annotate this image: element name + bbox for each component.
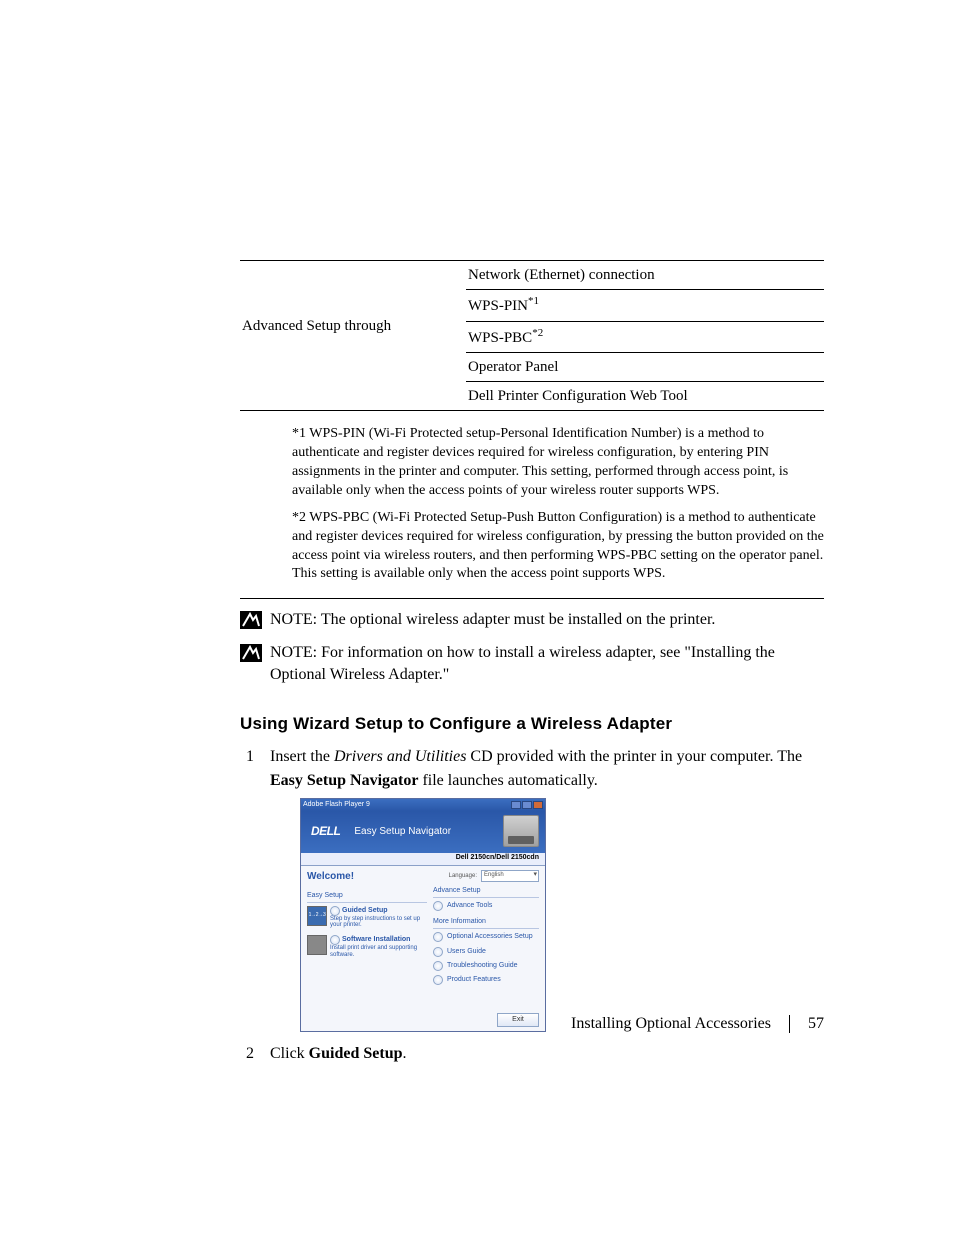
bullet-icon [330, 906, 340, 916]
software-installation-item[interactable]: Software Installation Install print driv… [307, 935, 427, 958]
footer-separator [789, 1015, 790, 1033]
table-row: Network (Ethernet) connection [466, 261, 824, 290]
bullet-icon [433, 961, 443, 971]
footnotes-block: *1 WPS-PIN (Wi-Fi Protected setup-Person… [240, 417, 824, 599]
close-button[interactable] [533, 801, 543, 809]
window-title: Adobe Flash Player 9 [303, 800, 370, 810]
bullet-icon [433, 901, 443, 911]
bullet-icon [330, 935, 340, 945]
section-heading: Using Wizard Setup to Configure a Wirele… [240, 713, 824, 736]
dell-logo: DELL [311, 823, 340, 840]
easy-setup-label: Easy Setup [307, 891, 427, 903]
advance-tools-link[interactable]: Advance Tools [433, 901, 539, 911]
optional-accessories-link[interactable]: Optional Accessories Setup [433, 932, 539, 942]
page-number: 57 [808, 1013, 824, 1035]
footnote-2: *2 WPS-PBC (Wi-Fi Protected Setup-Push B… [240, 507, 824, 591]
setup-table: Advanced Setup through Network (Ethernet… [240, 260, 824, 411]
troubleshooting-guide-link[interactable]: Troubleshooting Guide [433, 961, 539, 971]
bullet-icon [433, 932, 443, 942]
note-icon [240, 611, 262, 629]
page: Advanced Setup through Network (Ethernet… [0, 0, 954, 1235]
easy-setup-navigator-screenshot: Adobe Flash Player 9 DELL Easy Setup Nav… [300, 798, 546, 1032]
note-icon [240, 644, 262, 662]
language-selector: Language: English [433, 870, 539, 882]
minimize-button[interactable] [511, 801, 521, 809]
table-row: WPS-PBC*2 [466, 322, 824, 353]
page-footer: Installing Optional Accessories 57 [571, 1013, 824, 1035]
printer-thumb-icon [307, 935, 327, 955]
step-2: Click Guided Setup. [240, 1042, 824, 1065]
window-titlebar: Adobe Flash Player 9 [301, 799, 545, 811]
table-row: WPS-PIN*1 [466, 290, 824, 321]
app-title: Easy Setup Navigator [354, 825, 451, 840]
product-features-link[interactable]: Product Features [433, 975, 539, 985]
table-row: Operator Panel [466, 353, 824, 382]
maximize-button[interactable] [522, 801, 532, 809]
model-label: Dell 2150cn/Dell 2150cdn [301, 853, 545, 866]
table-row: Dell Printer Configuration Web Tool [466, 382, 824, 410]
more-information-label: More Information [433, 917, 539, 929]
welcome-label: Welcome! [307, 870, 427, 885]
bullet-icon [433, 947, 443, 957]
advance-setup-label: Advance Setup [433, 886, 539, 898]
users-guide-link[interactable]: Users Guide [433, 947, 539, 957]
language-dropdown[interactable]: English [481, 870, 539, 882]
steps-icon: 1→2→3 [307, 906, 327, 926]
guided-setup-item[interactable]: 1→2→3 Guided Setup Step by step instruct… [307, 906, 427, 929]
note-2: NOTE: For information on how to install … [240, 642, 824, 687]
advanced-setup-label: Advanced Setup through [240, 261, 466, 410]
chapter-title: Installing Optional Accessories [571, 1013, 771, 1035]
bullet-icon [433, 975, 443, 985]
app-header: DELL Easy Setup Navigator [301, 811, 545, 853]
footnote-1: *1 WPS-PIN (Wi-Fi Protected setup-Person… [240, 423, 824, 507]
exit-button[interactable]: Exit [497, 1013, 539, 1027]
printer-icon [503, 815, 539, 847]
step-1: Insert the Drivers and Utilities CD prov… [240, 745, 824, 1031]
note-1: NOTE: The optional wireless adapter must… [240, 609, 824, 631]
